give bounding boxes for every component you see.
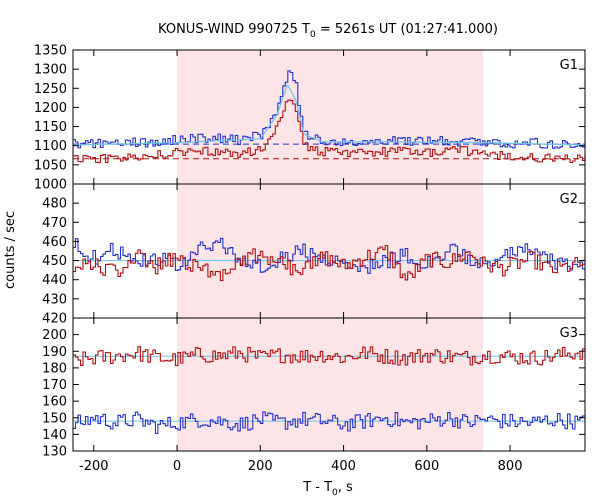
x-axis-label-rest: , s	[338, 480, 353, 495]
y-tick-label: 1350	[34, 44, 67, 59]
y-tick-label: 480	[42, 197, 67, 212]
x-tick-label: 0	[173, 459, 181, 474]
chart-title-sub: 0	[310, 30, 316, 40]
y-tick-label: 1300	[34, 63, 67, 78]
series-g3-2	[73, 411, 586, 435]
y-tick-label: 180	[42, 361, 67, 376]
x-tick-label: -200	[79, 459, 109, 474]
x-tick-label: 600	[414, 459, 439, 474]
x-tick-label: 400	[331, 459, 356, 474]
x-tick-label: 800	[498, 459, 523, 474]
x-axis-label: T - T0, s	[302, 480, 353, 498]
y-tick-label: 1200	[34, 101, 67, 116]
series-g1-2	[73, 99, 586, 164]
y-tick-label: 170	[42, 378, 67, 393]
panel-label-g3: G3	[560, 326, 578, 341]
y-tick-label: 460	[42, 235, 67, 250]
y-tick-label: 1100	[34, 139, 67, 154]
chart-title: KONUS-WIND 990725 T0 = 5261s UT (01:27:4…	[158, 22, 498, 40]
x-axis-label-main: T - T	[302, 480, 332, 495]
y-tick-label: 1150	[34, 120, 67, 135]
highlight-interval	[177, 50, 484, 451]
y-tick-label: 160	[42, 395, 67, 410]
panel-g1: 1000 1050 1100 1150 1200 1250 1300 1350 G1	[34, 44, 586, 193]
y-tick-label: 1000	[34, 178, 67, 193]
chart-title-rest: = 5261s UT (01:27:41.000)	[316, 22, 498, 37]
plot-area: 10001050110011501200125013001350G1420430…	[34, 44, 586, 474]
y-tick-label: 450	[42, 254, 67, 269]
series-g2-2	[73, 244, 586, 282]
y-axis-label: counts / sec	[3, 211, 18, 289]
panel-label-g2: G2	[560, 192, 578, 207]
series-g1-3	[73, 84, 585, 146]
x-tick-label: 200	[248, 459, 273, 474]
y-tick-label: 430	[42, 292, 67, 307]
series-g3-1	[73, 344, 586, 367]
x-axis-label-sub: 0	[332, 488, 338, 498]
y-tick-label: 1050	[34, 158, 67, 173]
y-tick-label: 130	[42, 445, 67, 460]
y-tick-label: 140	[42, 428, 67, 443]
y-tick-label: 150	[42, 411, 67, 426]
y-tick-label: 470	[42, 216, 67, 231]
y-tick-label: 1250	[34, 82, 67, 97]
y-tick-label: 200	[42, 328, 67, 343]
y-tick-label: 420	[42, 312, 67, 327]
chart-title-main: KONUS-WIND 990725 T	[158, 22, 310, 37]
panel-label-g1: G1	[560, 58, 578, 73]
y-tick-label: 440	[42, 273, 67, 288]
y-tick-label: 190	[42, 345, 67, 360]
